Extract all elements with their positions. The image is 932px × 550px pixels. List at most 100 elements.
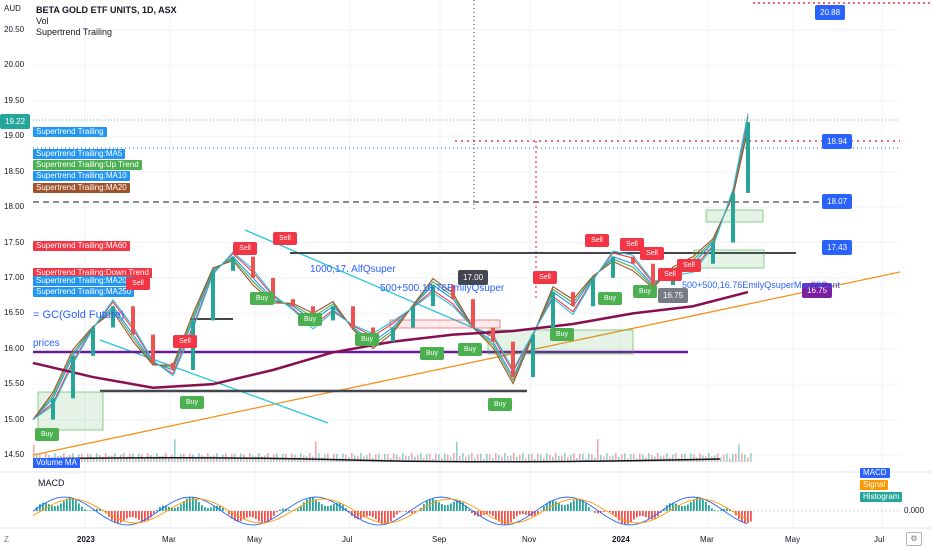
volume-bar [726, 453, 728, 462]
volume-bar [492, 457, 494, 462]
macd-histogram-bar [87, 510, 89, 511]
x-tick-label: May [785, 535, 801, 544]
volume-bar [144, 457, 146, 462]
volume-bar [471, 453, 473, 462]
macd-histogram-bar [555, 501, 557, 511]
volume-bar [474, 457, 476, 462]
candle [171, 362, 175, 370]
volume-bar [591, 454, 593, 462]
macd-histogram-bar [357, 511, 359, 520]
y-tick-label: 19.00 [4, 131, 25, 141]
macd-histogram-bar [189, 497, 191, 511]
candle [451, 285, 455, 300]
macd-histogram-bar [699, 497, 701, 511]
volume-bar [366, 455, 368, 462]
macd-histogram-bar [336, 502, 338, 511]
macd-histogram-bar [522, 511, 524, 514]
macd-histogram-bar [261, 511, 263, 523]
volume-bar [297, 457, 299, 462]
macd-histogram-bar [84, 509, 86, 511]
macd-histogram-bar [210, 507, 212, 511]
volume-bar [540, 454, 542, 462]
candle [571, 292, 575, 307]
macd-histogram-bar [282, 508, 284, 511]
indicator-label: Supertrend Trailing:MA10 [33, 171, 130, 181]
volume-bar [276, 453, 278, 462]
macd-histogram-bar [93, 509, 95, 511]
candle [411, 306, 415, 328]
macd-histogram-bar [135, 511, 137, 519]
volume-bar [555, 453, 557, 462]
macd-histogram-bar [60, 503, 62, 511]
volume-bar [213, 455, 215, 462]
buy-signal: Buy [550, 328, 574, 341]
candle [471, 299, 475, 328]
macd-histogram-bar [558, 503, 560, 511]
macd-histogram-bar [252, 511, 254, 518]
volume-bar [549, 455, 551, 462]
macd-histogram-bar [561, 504, 563, 511]
zone-red-1 [389, 319, 501, 329]
x-tick-label: Mar [162, 535, 176, 544]
macd-histogram-bar [543, 506, 545, 511]
macd-histogram-bar [72, 497, 74, 511]
volume-bar [639, 453, 641, 462]
volume-bar [672, 454, 674, 462]
volume-bar [363, 456, 365, 462]
macd-histogram-bar [546, 502, 548, 511]
macd-histogram-bar [435, 499, 437, 511]
volume-bar [624, 453, 626, 462]
macd-histogram-bar [390, 511, 392, 522]
volume-bar [369, 453, 371, 462]
buy-signal: Buy [458, 343, 482, 356]
macd-histogram-bar [39, 504, 41, 511]
macd-histogram-bar [579, 498, 581, 511]
macd-histogram-bar [219, 505, 221, 511]
macd-histogram-bar [471, 511, 473, 514]
candle [71, 355, 75, 399]
volume-bar [579, 454, 581, 462]
volume-bar [657, 453, 659, 462]
macd-histogram-bar [648, 511, 650, 519]
macd-histogram-bar [441, 504, 443, 511]
volume-bar [444, 453, 446, 462]
volume-bar [630, 454, 632, 462]
volume-bar [345, 454, 347, 462]
candle [591, 277, 595, 307]
macd-histogram-bar [495, 511, 497, 519]
sell-signal: Sell [233, 242, 257, 255]
volume-bar [582, 453, 584, 462]
volume-bar [210, 456, 212, 462]
volume-bar [36, 453, 38, 462]
volume-bar [324, 454, 326, 462]
volume-bar [465, 456, 467, 462]
volume-bar [561, 455, 563, 462]
macd-histogram-bar [636, 511, 638, 518]
volume-bar [651, 455, 653, 462]
volume-bar [573, 453, 575, 462]
candle [151, 334, 155, 363]
y-tick-label: 19.50 [4, 95, 25, 105]
currency-label: AUD [4, 4, 21, 13]
sell-signal: Sell [533, 271, 557, 284]
volume-bar [513, 453, 515, 462]
volume-bar [360, 453, 362, 462]
volume-bar [462, 453, 464, 462]
macd-histogram-bar [309, 497, 311, 511]
macd-histogram-bar [186, 498, 188, 511]
volume-bar [498, 454, 500, 462]
macd-histogram-bar [372, 511, 374, 517]
macd-histogram-bar [213, 506, 215, 511]
y-tick-label: 15.00 [4, 414, 25, 424]
volume-bar [507, 455, 509, 462]
macd-histogram-bar [45, 503, 47, 511]
volume-bar [546, 453, 548, 462]
macd-histogram-bar [351, 511, 353, 516]
settings-gear-icon[interactable]: ⚙ [906, 532, 922, 546]
volume-bar [735, 453, 737, 462]
volume-bar [606, 453, 608, 462]
macd-histogram-bar [498, 511, 500, 522]
macd-histogram-bar [168, 506, 170, 511]
volume-bar [747, 457, 749, 462]
volume-bar [417, 455, 419, 462]
